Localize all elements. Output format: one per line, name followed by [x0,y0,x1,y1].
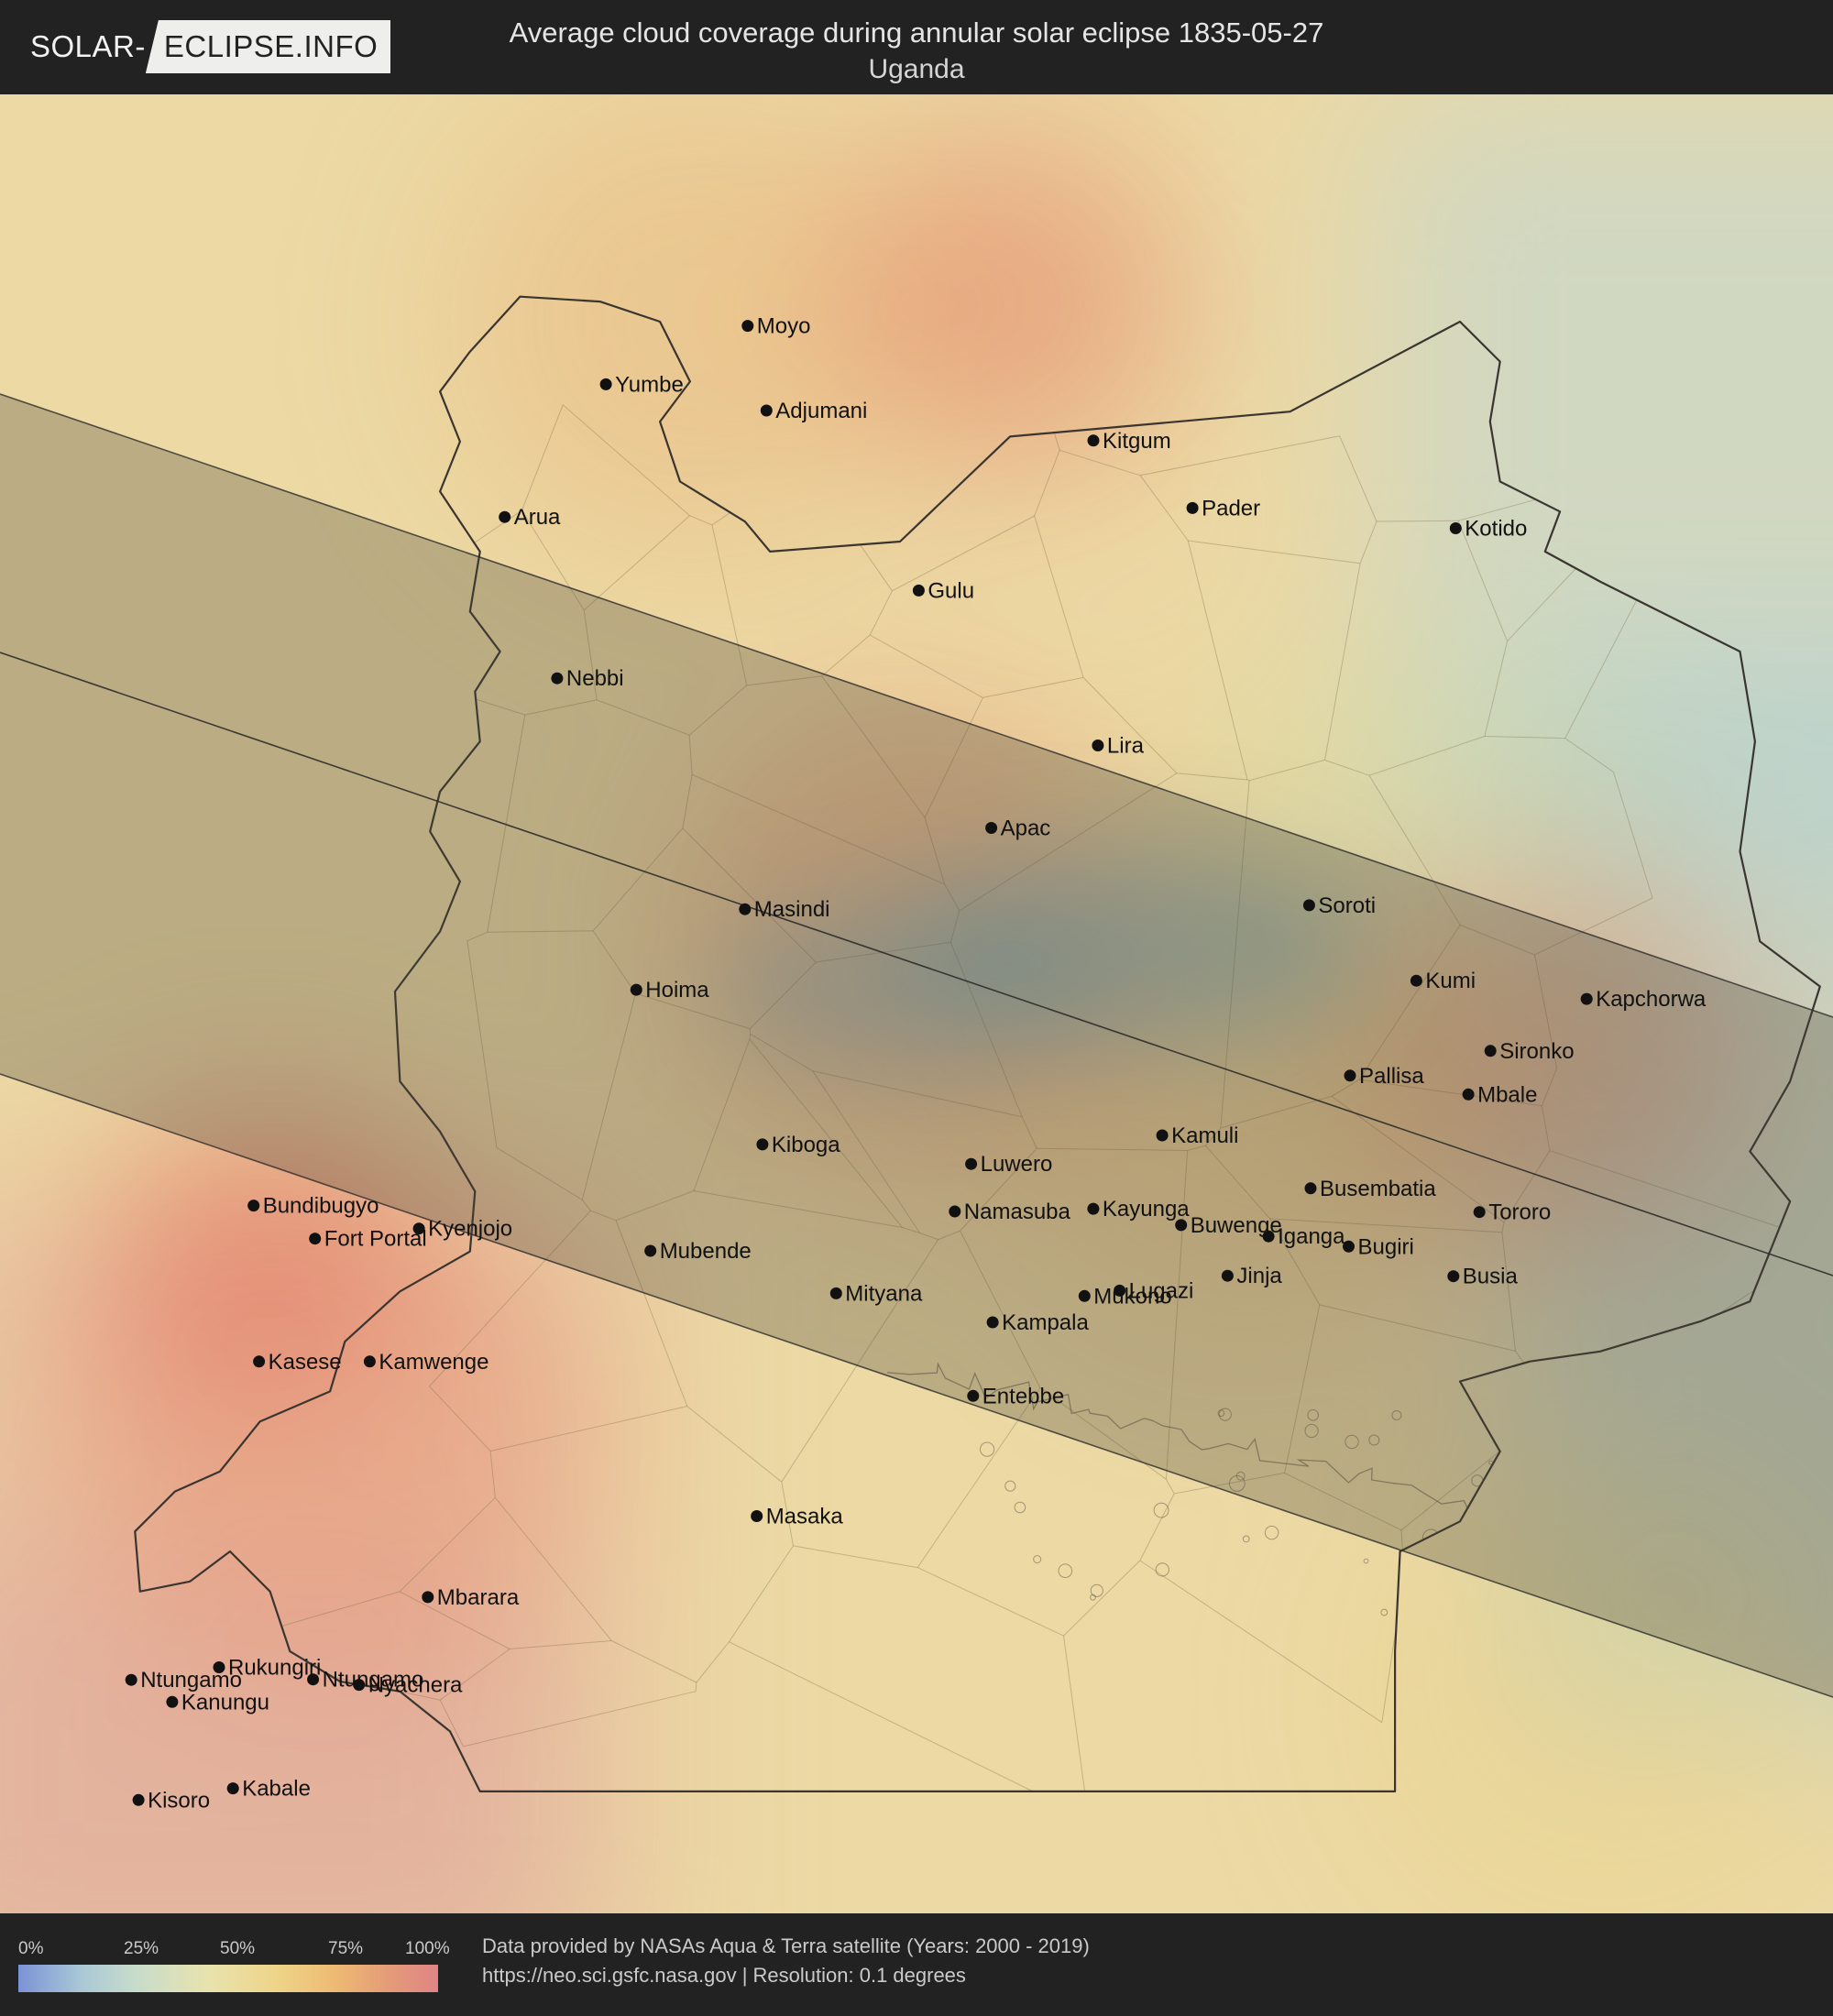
svg-text:Kampala: Kampala [1002,1310,1089,1335]
svg-text:Nebbi: Nebbi [566,666,624,691]
svg-text:Ntungamo: Ntungamo [140,1668,242,1693]
svg-text:Adjumani: Adjumani [775,399,867,423]
svg-text:Pallisa: Pallisa [1359,1064,1424,1089]
svg-text:Kabale: Kabale [242,1777,311,1802]
svg-text:Masindi: Masindi [754,897,830,922]
svg-text:Soroti: Soroti [1318,893,1376,918]
svg-text:Kanungu: Kanungu [181,1690,269,1715]
svg-text:Lira: Lira [1107,734,1145,759]
svg-text:Sironko: Sironko [1499,1039,1574,1064]
svg-text:Kayunga: Kayunga [1103,1197,1190,1222]
svg-text:Lugazi: Lugazi [1129,1278,1194,1303]
svg-text:Kumi: Kumi [1425,969,1476,993]
svg-text:Busembatia: Busembatia [1320,1177,1436,1201]
svg-text:Kamwenge: Kamwenge [379,1350,488,1375]
svg-text:Namasuba: Namasuba [964,1200,1071,1224]
svg-text:Kasese: Kasese [269,1350,342,1375]
svg-text:Hoima: Hoima [645,978,709,1003]
svg-text:Kyenjojo: Kyenjojo [428,1217,512,1242]
svg-text:Mityana: Mityana [845,1281,923,1306]
svg-text:Kapchorwa: Kapchorwa [1596,987,1707,1012]
svg-text:Kisoro: Kisoro [148,1788,210,1813]
svg-text:Mubende: Mubende [660,1239,752,1264]
svg-text:Mbale: Mbale [1477,1082,1537,1107]
svg-text:Pader: Pader [1202,496,1260,520]
svg-text:Fort Portal: Fort Portal [324,1227,427,1252]
svg-text:Rukungiri: Rukungiri [228,1656,321,1681]
svg-text:Jinja: Jinja [1236,1264,1282,1288]
svg-text:Apac: Apac [1001,816,1051,841]
svg-text:Masaka: Masaka [766,1505,844,1529]
svg-text:Nyachera: Nyachera [368,1673,463,1698]
svg-text:Entebbe: Entebbe [982,1384,1064,1408]
svg-text:Moyo: Moyo [757,314,811,339]
svg-text:Iganga: Iganga [1278,1224,1345,1249]
svg-text:Kotido: Kotido [1465,517,1527,542]
svg-text:Arua: Arua [514,505,561,530]
svg-text:Bugiri: Bugiri [1358,1234,1414,1259]
svg-text:Busia: Busia [1463,1265,1519,1289]
svg-text:Mbarara: Mbarara [437,1585,520,1610]
svg-text:Gulu: Gulu [927,578,974,603]
svg-text:Kitgum: Kitgum [1103,429,1171,454]
svg-text:Kiboga: Kiboga [772,1133,840,1157]
svg-text:Yumbe: Yumbe [615,372,684,397]
svg-text:Kamuli: Kamuli [1171,1123,1238,1148]
svg-text:Luwero: Luwero [981,1152,1053,1177]
svg-text:Bundibugyo: Bundibugyo [263,1194,379,1219]
svg-text:Tororo: Tororo [1488,1200,1551,1225]
